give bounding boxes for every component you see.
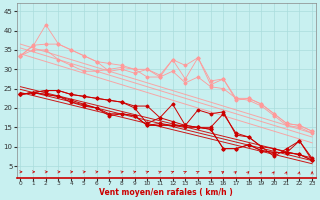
- X-axis label: Vent moyen/en rafales ( km/h ): Vent moyen/en rafales ( km/h ): [100, 188, 233, 197]
